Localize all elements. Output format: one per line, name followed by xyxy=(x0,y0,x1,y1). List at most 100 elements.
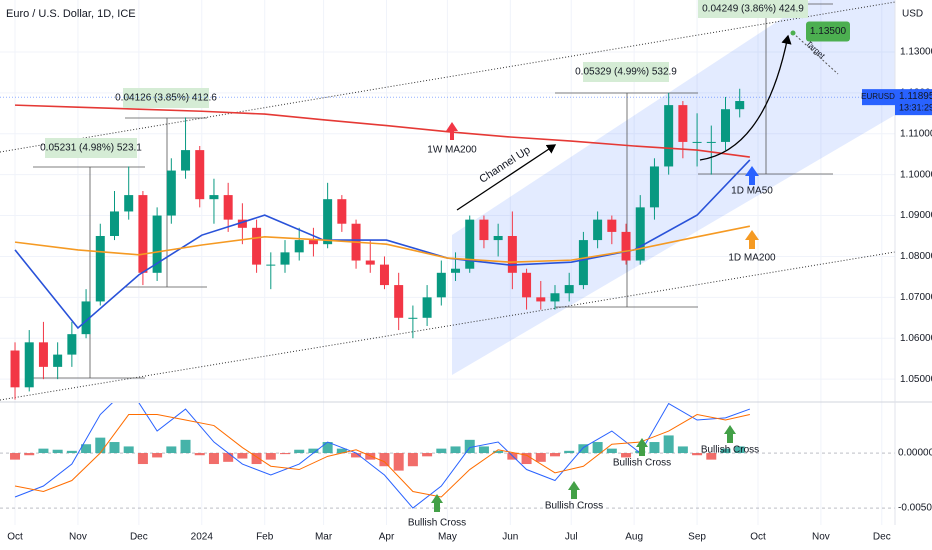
candle-body xyxy=(507,235,517,273)
candle-body xyxy=(223,195,233,220)
projection-curve xyxy=(699,34,792,161)
cross-label: Bullish Cross xyxy=(701,445,759,456)
x-tick-label: 2024 xyxy=(191,532,214,543)
cross-arrows xyxy=(431,425,736,512)
histogram-bar xyxy=(223,453,234,462)
candle-body xyxy=(550,293,560,302)
candle-body xyxy=(692,141,702,143)
candle-body xyxy=(138,195,148,273)
ma-line xyxy=(14,104,750,158)
candle-body xyxy=(451,268,461,273)
x-tick-label: Sep xyxy=(688,532,706,543)
histogram-bar xyxy=(379,453,390,467)
ma-label: 1W MA200 xyxy=(427,145,477,156)
channel-lower xyxy=(0,251,896,401)
x-tick-label: Nov xyxy=(69,532,87,543)
y-tick-label: 1.09000 xyxy=(900,210,932,221)
histogram-bar xyxy=(564,450,575,454)
candle-body xyxy=(38,342,48,367)
candle-body xyxy=(649,166,659,208)
histogram-bar xyxy=(10,453,21,460)
y-tick-label: 1.08000 xyxy=(900,251,932,262)
chart-title: Euro / U.S. Dollar, 1D, ICE xyxy=(6,8,136,20)
histogram-bar xyxy=(52,449,63,454)
candle-body xyxy=(10,350,20,388)
candle-body xyxy=(706,141,716,143)
channel-band xyxy=(452,0,895,375)
candle-body xyxy=(308,240,318,245)
histogram-bar xyxy=(706,453,717,460)
y-tick-label: 1.05000 xyxy=(900,374,932,385)
histogram-bar xyxy=(720,448,731,454)
candle-body xyxy=(721,109,731,142)
symbol-label: EURUSD xyxy=(861,92,895,101)
candle-body xyxy=(166,170,176,216)
candle-body xyxy=(536,297,546,302)
candle-body xyxy=(465,219,475,269)
histogram-bar xyxy=(422,453,433,457)
ma-arrow xyxy=(446,122,458,140)
candle-body xyxy=(95,235,105,302)
histogram-bar xyxy=(592,442,603,454)
histogram-bar xyxy=(280,453,291,455)
histogram-bar xyxy=(123,446,134,454)
macd-pane xyxy=(0,403,895,509)
histogram-bar xyxy=(436,448,447,454)
candle-body xyxy=(237,219,247,228)
target-box xyxy=(806,21,850,42)
histogram-bar xyxy=(521,453,532,465)
candle-body xyxy=(67,334,77,355)
histogram-bar xyxy=(549,453,560,457)
candle-body xyxy=(564,285,574,294)
measure-label: 0.04126 (3.85%) 412.6 xyxy=(115,93,217,104)
ma-label: 1D MA50 xyxy=(731,186,773,197)
measure-label: 0.05231 (4.98%) 523.1 xyxy=(40,143,142,154)
candle-body xyxy=(323,199,333,245)
histogram-bar xyxy=(464,439,475,454)
histogram-bar xyxy=(38,448,49,454)
candle-body xyxy=(394,285,404,318)
histogram-bar xyxy=(663,435,674,454)
candle-body xyxy=(294,240,304,253)
x-tick-label: Oct xyxy=(7,532,23,543)
x-tick-label: Nov xyxy=(812,532,830,543)
macd-tick-label: -0.00500 xyxy=(898,503,932,514)
histogram-bar xyxy=(677,446,688,454)
x-tick-label: Jun xyxy=(502,532,518,543)
histogram-bar xyxy=(450,446,461,454)
measurements xyxy=(33,3,833,379)
histogram-bar xyxy=(649,442,660,454)
candle-body xyxy=(365,260,375,265)
histogram-bar xyxy=(194,453,205,456)
symbol-box xyxy=(862,89,895,106)
y-tick-label: 1.11000 xyxy=(900,128,932,139)
histogram-bar xyxy=(294,449,305,454)
histogram-bar xyxy=(208,453,219,465)
candle-body xyxy=(252,227,262,265)
x-tick-label: Apr xyxy=(379,532,395,543)
candle-body xyxy=(493,235,503,241)
macd-line xyxy=(14,403,751,509)
price-box xyxy=(895,89,932,116)
candle-body xyxy=(280,252,290,265)
cross-label: Bullish Cross xyxy=(408,518,466,529)
histogram-bar xyxy=(621,453,632,458)
candle-body xyxy=(266,264,276,266)
candle-body xyxy=(124,195,134,212)
ma-arrow xyxy=(745,166,759,185)
x-tick-label: Feb xyxy=(256,532,274,543)
histogram-bar xyxy=(535,453,546,462)
histogram-bar xyxy=(152,453,163,458)
candle-body xyxy=(635,207,645,261)
candle-body xyxy=(195,150,205,200)
candle-body xyxy=(209,195,219,200)
currency: USD xyxy=(902,9,923,20)
histogram-bar xyxy=(24,453,35,456)
candle-body xyxy=(422,297,432,318)
ma-label: 1D MA200 xyxy=(728,253,776,264)
histogram-bar xyxy=(478,446,489,454)
channel-arrow xyxy=(456,144,557,211)
histogram-bar xyxy=(137,453,148,465)
histogram-bar xyxy=(109,442,120,454)
